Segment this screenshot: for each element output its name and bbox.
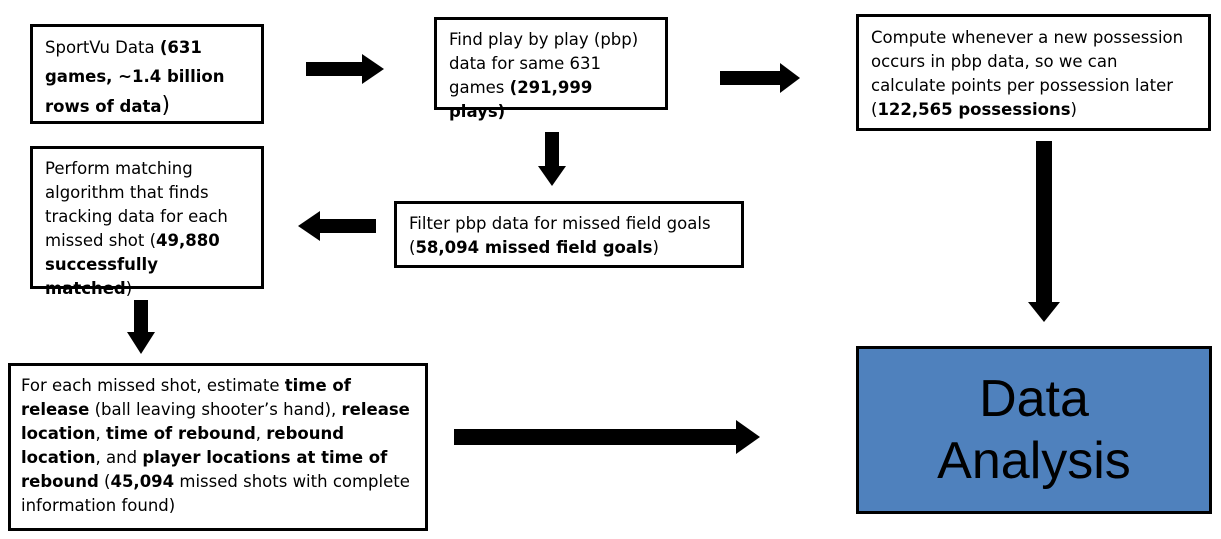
arrow-estimate-to-analysis xyxy=(454,420,760,454)
estimate-text-5: , and xyxy=(95,448,143,467)
matching-bold: 49,880 successfully matched xyxy=(45,231,220,298)
arrow-pbp-to-filter xyxy=(538,132,566,186)
sportvu-text: SportVu Data xyxy=(45,38,160,57)
find-pbp-bold: (291,999 plays) xyxy=(449,78,593,121)
filter-missed-fg-box: Filter pbp data for missed field goals (… xyxy=(394,201,744,268)
compute-possessions-box: Compute whenever a new possession occurs… xyxy=(856,14,1211,131)
data-analysis-box: Data Analysis xyxy=(856,346,1212,514)
find-pbp-text: Find play by play (pbp) data for same 63… xyxy=(449,30,639,97)
arrow-pbp-to-possessions xyxy=(720,63,800,93)
estimate-text-7: missed shots with complete information f… xyxy=(21,472,410,515)
arrow-matching-to-estimate xyxy=(127,300,155,354)
filter-bold: 58,094 missed field goals xyxy=(415,238,653,257)
data-analysis-line-2: Analysis xyxy=(937,432,1131,490)
sportvu-data-box: SportVu Data (631 games, ~1.4 billion ro… xyxy=(30,24,264,124)
estimate-bold-time-of-rebound: time of rebound xyxy=(106,424,256,443)
estimate-bold-release-location: release location xyxy=(21,400,410,443)
compute-text: Compute whenever a new possession occurs… xyxy=(871,28,1184,119)
arrow-possessions-to-analysis xyxy=(1028,141,1060,322)
estimate-bold-time-of-release: time of release xyxy=(21,376,351,419)
compute-bold: 122,565 possessions xyxy=(877,100,1071,119)
estimate-text-1: For each missed shot, estimate xyxy=(21,376,285,395)
arrow-filter-to-matching xyxy=(298,211,376,241)
estimate-text-4: , xyxy=(255,424,267,443)
filter-close: ) xyxy=(652,238,659,257)
estimate-bold-rebound-location: rebound location xyxy=(21,424,345,467)
filter-text: Filter pbp data for missed field goals ( xyxy=(409,214,711,257)
estimate-bold-player-locations: player locations at time of rebound xyxy=(21,448,388,491)
sportvu-bold: (631 games, ~1.4 billion rows of data xyxy=(45,38,225,116)
estimate-release-rebound-box: For each missed shot, estimate time of r… xyxy=(8,363,428,531)
estimate-bold-count: 45,094 xyxy=(110,472,175,491)
compute-close: ) xyxy=(1070,100,1077,119)
matching-close: ) xyxy=(125,279,133,298)
matching-text: Perform matching algorithm that finds tr… xyxy=(45,159,228,250)
find-pbp-box: Find play by play (pbp) data for same 63… xyxy=(434,17,668,121)
data-analysis-line-1: Data xyxy=(979,370,1089,428)
sportvu-close-paren: ) xyxy=(161,93,171,118)
estimate-text-3: , xyxy=(95,424,107,443)
estimate-text-2: (ball leaving shooter’s hand), xyxy=(89,400,342,419)
estimate-text-6: ( xyxy=(98,472,111,491)
matching-algorithm-box: Perform matching algorithm that finds tr… xyxy=(30,146,264,298)
arrow-sportvu-to-pbp xyxy=(306,54,384,84)
